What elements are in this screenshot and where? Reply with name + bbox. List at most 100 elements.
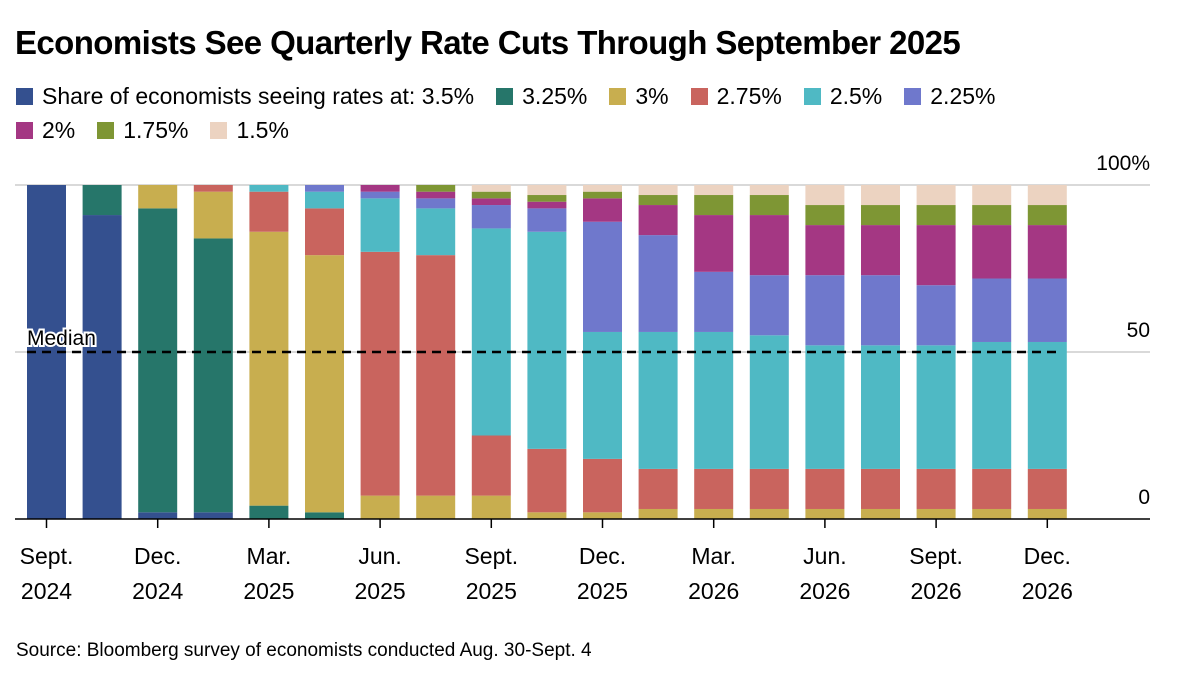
x-tick-label: 2024 xyxy=(21,578,72,604)
bar-segment xyxy=(583,191,622,199)
legend-item: 3% xyxy=(609,80,669,113)
legend-swatch xyxy=(803,88,821,105)
legend-item: Share of economists seeing rates at: 3.5… xyxy=(16,80,474,113)
bar-segment xyxy=(638,508,678,519)
bar-segment xyxy=(694,468,734,509)
bar-segment xyxy=(471,228,511,436)
bar-segment xyxy=(416,208,456,256)
bar-segment xyxy=(249,185,289,192)
legend-swatch xyxy=(97,122,115,139)
bar-segment xyxy=(972,278,1012,342)
bar-segment xyxy=(471,205,511,229)
x-tick-label: 2026 xyxy=(688,578,739,604)
x-tick-label: 2026 xyxy=(1022,578,1073,604)
x-tick-label: 2024 xyxy=(132,578,183,604)
bar-segment xyxy=(527,448,567,513)
bar-segment xyxy=(305,255,344,513)
bar-segment xyxy=(972,341,1012,469)
legend-swatch xyxy=(210,122,228,139)
x-tick-label: Mar. xyxy=(247,543,292,569)
bar-segment xyxy=(583,221,622,332)
legend-item: 3.25% xyxy=(496,80,587,113)
bar-segment xyxy=(305,191,344,209)
bar-segment xyxy=(861,225,900,276)
bar-segment xyxy=(1027,508,1067,519)
bar-segment xyxy=(805,205,845,226)
legend-label: 1.75% xyxy=(123,117,189,143)
bar-segment xyxy=(694,195,734,216)
bar-segment xyxy=(638,235,678,332)
legend-label: 2.5% xyxy=(829,83,883,109)
bar-segment xyxy=(416,185,456,192)
bar-segment xyxy=(416,198,456,209)
bar-segment xyxy=(471,185,511,192)
bar-segment xyxy=(694,215,734,272)
legend-item: 1.5% xyxy=(210,114,289,147)
bar-segment xyxy=(471,495,511,519)
bar-segment xyxy=(1027,185,1067,206)
legend-swatch xyxy=(690,88,708,105)
legend-label: 3.25% xyxy=(522,83,588,109)
bar-segment xyxy=(527,201,567,209)
bar-segment xyxy=(861,205,900,226)
legend-label: Share of economists seeing rates at: 3.5… xyxy=(42,83,475,109)
bar-segment xyxy=(138,512,178,519)
bar-segment xyxy=(749,335,789,469)
bar-segment xyxy=(82,185,122,216)
chart-title: Economists See Quarterly Rate Cuts Throu… xyxy=(15,24,961,61)
bar-segment xyxy=(360,191,400,199)
bar-segment xyxy=(1027,468,1067,509)
x-tick-label: Sept. xyxy=(464,543,518,569)
bar-segment xyxy=(805,275,845,346)
legend-item: 2.5% xyxy=(803,80,883,113)
x-tick-label: Dec. xyxy=(579,543,626,569)
bar-segment xyxy=(471,191,511,199)
bar-segment xyxy=(972,185,1012,206)
bar-segment xyxy=(861,345,900,469)
bar-segment xyxy=(249,231,289,506)
bar-segment xyxy=(527,208,567,232)
bar-segment xyxy=(916,285,956,346)
bar-segment xyxy=(805,508,845,519)
bar-segment xyxy=(861,468,900,509)
bar-segment xyxy=(638,331,678,469)
legend-label: 3% xyxy=(635,83,669,109)
bar-segment xyxy=(694,331,734,469)
bar-segment xyxy=(805,185,845,206)
legend-item: 2.75% xyxy=(690,80,782,113)
bar-segment xyxy=(638,205,678,236)
x-tick-label: Mar. xyxy=(691,543,736,569)
bar-segment xyxy=(916,468,956,509)
y-tick-label: 50 xyxy=(1127,319,1150,342)
y-tick-label: 100% xyxy=(1096,152,1150,175)
bar-segment xyxy=(972,468,1012,509)
legend-label: 2.75% xyxy=(716,83,782,109)
bar-segment xyxy=(805,345,845,469)
legend: Share of economists seeing rates at: 3.5… xyxy=(16,80,1176,148)
legend-label: 2.25% xyxy=(930,83,996,109)
bar-segment xyxy=(527,512,567,519)
bar-segment xyxy=(193,185,233,192)
bar-segment xyxy=(305,512,344,519)
legend-label: 2% xyxy=(42,117,76,143)
source-note: Source: Bloomberg survey of economists c… xyxy=(16,640,592,661)
bar-segment xyxy=(861,185,900,206)
x-tick-label: 2026 xyxy=(799,578,850,604)
legend-swatch xyxy=(16,88,33,105)
bar-segment xyxy=(82,215,122,519)
legend-swatch xyxy=(16,122,33,139)
bar-segment xyxy=(916,185,956,206)
legend-swatch xyxy=(609,88,627,105)
bar-segment xyxy=(749,275,789,336)
bar-segment xyxy=(138,185,178,209)
bar-segment xyxy=(972,225,1012,279)
legend-swatch xyxy=(496,88,514,105)
bar-segment xyxy=(916,225,956,286)
bar-segment xyxy=(416,191,456,199)
x-tick-label: Dec. xyxy=(134,543,181,569)
bar-segment xyxy=(583,458,622,513)
bar-segment xyxy=(861,508,900,519)
x-tick-label: Sept. xyxy=(909,543,963,569)
bar-segment xyxy=(527,195,567,202)
